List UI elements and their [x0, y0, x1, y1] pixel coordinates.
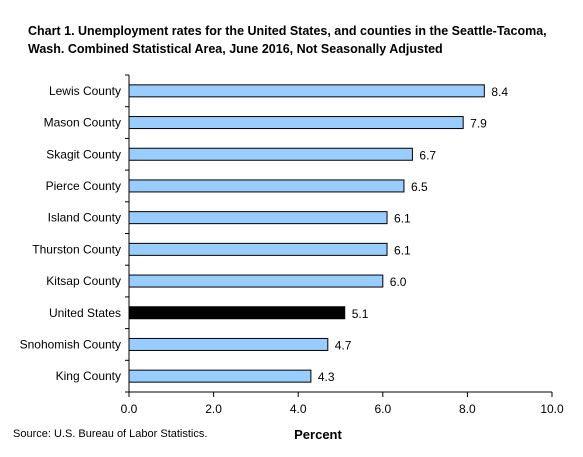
bar-skagit-county [128, 147, 413, 161]
source-note: Source: U.S. Bureau of Labor Statistics. [13, 428, 208, 440]
x-tick-label: 2.0 [205, 402, 222, 416]
category-label: Skagit County [46, 147, 121, 161]
x-tick-label: 6.0 [374, 402, 391, 416]
chart-title: Chart 1. Unemployment rates for the Unit… [28, 22, 573, 58]
data-label: 6.0 [390, 275, 407, 289]
x-tick-label: 4.0 [290, 402, 307, 416]
bar-thurston-county [128, 242, 388, 256]
chart-title-line-1: Chart 1. Unemployment rates for the Unit… [28, 24, 547, 38]
data-label: 4.3 [318, 370, 335, 384]
x-tick-label: 8.0 [459, 402, 476, 416]
chart-title-line-2: Wash. Combined Statistical Area, June 20… [28, 42, 443, 56]
data-label: 6.7 [419, 148, 436, 162]
data-label: 6.1 [394, 243, 411, 257]
x-axis-title: Percent [294, 427, 342, 442]
category-label: Island County [48, 211, 121, 225]
bar-lewis-county [128, 84, 485, 98]
bar-snohomish-county [128, 337, 329, 351]
data-label: 7.9 [470, 117, 487, 131]
category-label: Mason County [44, 116, 121, 130]
bar-pierce-county [128, 179, 405, 193]
bar-king-county [128, 369, 312, 383]
category-label: King County [56, 369, 121, 383]
data-label: 4.7 [335, 338, 352, 352]
data-label: 6.1 [394, 212, 411, 226]
category-label: Thurston County [32, 242, 121, 256]
bar-kitsap-county [128, 274, 384, 288]
category-label: Snohomish County [20, 337, 121, 351]
bar-island-county [128, 211, 388, 225]
data-label: 8.4 [491, 85, 508, 99]
bar-united-states [128, 306, 346, 320]
bar-mason-county [128, 116, 464, 130]
category-label: Lewis County [49, 84, 121, 98]
category-label: Pierce County [46, 179, 121, 193]
x-tick-label: 10.0 [540, 402, 564, 416]
category-label: Kitsap County [46, 274, 121, 288]
x-tick-label: 0.0 [121, 402, 138, 416]
data-label: 5.1 [352, 307, 369, 321]
data-label: 6.5 [411, 180, 428, 194]
category-label: United States [49, 306, 121, 320]
